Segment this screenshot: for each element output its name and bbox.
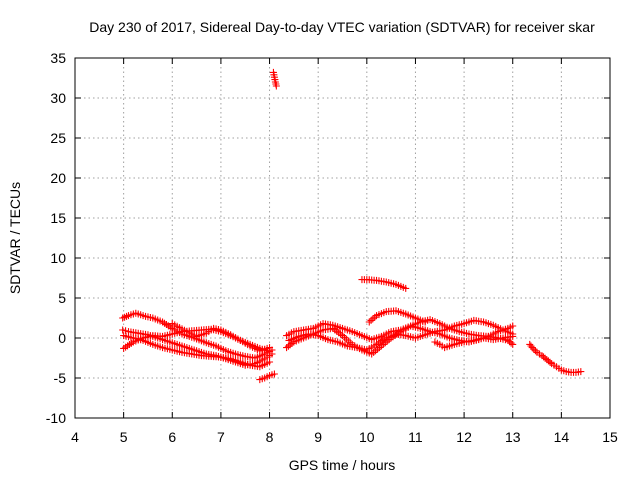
- axis-ticks: [74, 57, 611, 419]
- x-tick-label: 5: [120, 429, 128, 445]
- x-tick-label: 8: [266, 429, 274, 445]
- x-tick-label: 10: [359, 429, 375, 445]
- series-trace-m: [431, 332, 517, 352]
- data-point: [272, 82, 280, 90]
- y-tick-label: 15: [50, 210, 66, 226]
- data-point: [266, 344, 274, 352]
- x-axis-label: GPS time / hours: [289, 457, 396, 473]
- data-point: [402, 284, 410, 292]
- x-tick-label: 6: [168, 429, 176, 445]
- data-point: [530, 345, 538, 353]
- x-tick-label: 13: [505, 429, 521, 445]
- data-point: [546, 358, 554, 366]
- y-tick-label: 10: [50, 250, 66, 266]
- y-tick-label: 25: [50, 130, 66, 146]
- series-trace-j: [285, 316, 517, 354]
- chart-title: Day 230 of 2017, Sidereal Day-to-day VTE…: [89, 19, 595, 35]
- x-tick-label: 4: [71, 429, 79, 445]
- data-point: [266, 358, 274, 366]
- data-point: [509, 340, 517, 348]
- y-tick-label: 35: [50, 50, 66, 66]
- x-tick-label: 11: [408, 429, 423, 445]
- series-trace-e: [168, 320, 274, 355]
- data-point: [509, 322, 517, 330]
- data-point: [421, 318, 429, 326]
- x-tick-label: 7: [217, 429, 225, 445]
- y-tick-label: 30: [50, 90, 66, 106]
- data-point: [119, 326, 127, 334]
- series-trace-n: [526, 340, 585, 376]
- data-point: [507, 339, 515, 347]
- x-tick-label: 14: [554, 429, 570, 445]
- y-tick-label: 5: [58, 290, 66, 306]
- data-point: [528, 344, 536, 352]
- data-point: [531, 347, 539, 355]
- x-tick-labels: 4 5 6 7 8 9 10 11 12 13 14 15: [71, 429, 618, 445]
- series-trace-k: [358, 276, 410, 292]
- data-point: [577, 368, 585, 376]
- series-trace-l: [365, 307, 429, 326]
- x-tick-label: 12: [456, 429, 472, 445]
- data-points: [119, 68, 585, 384]
- y-tick-label: -10: [46, 410, 66, 426]
- plot-frame: [74, 57, 611, 419]
- x-tick-label: 15: [602, 429, 618, 445]
- series-trace-g: [269, 68, 280, 90]
- data-point: [367, 316, 375, 324]
- y-tick-labels: -10 -5 0 5 10 15 20 25 30 35: [46, 50, 66, 426]
- grid: [75, 58, 610, 418]
- data-point: [369, 315, 377, 323]
- y-tick-label: 20: [50, 170, 66, 186]
- data-point: [509, 332, 517, 340]
- series-trace-f: [256, 370, 278, 384]
- y-tick-label: -5: [54, 370, 67, 386]
- y-axis-label: SDTVAR / TECUs: [7, 182, 23, 294]
- x-tick-label: 9: [314, 429, 322, 445]
- y-tick-label: 0: [58, 330, 66, 346]
- data-point: [270, 370, 278, 378]
